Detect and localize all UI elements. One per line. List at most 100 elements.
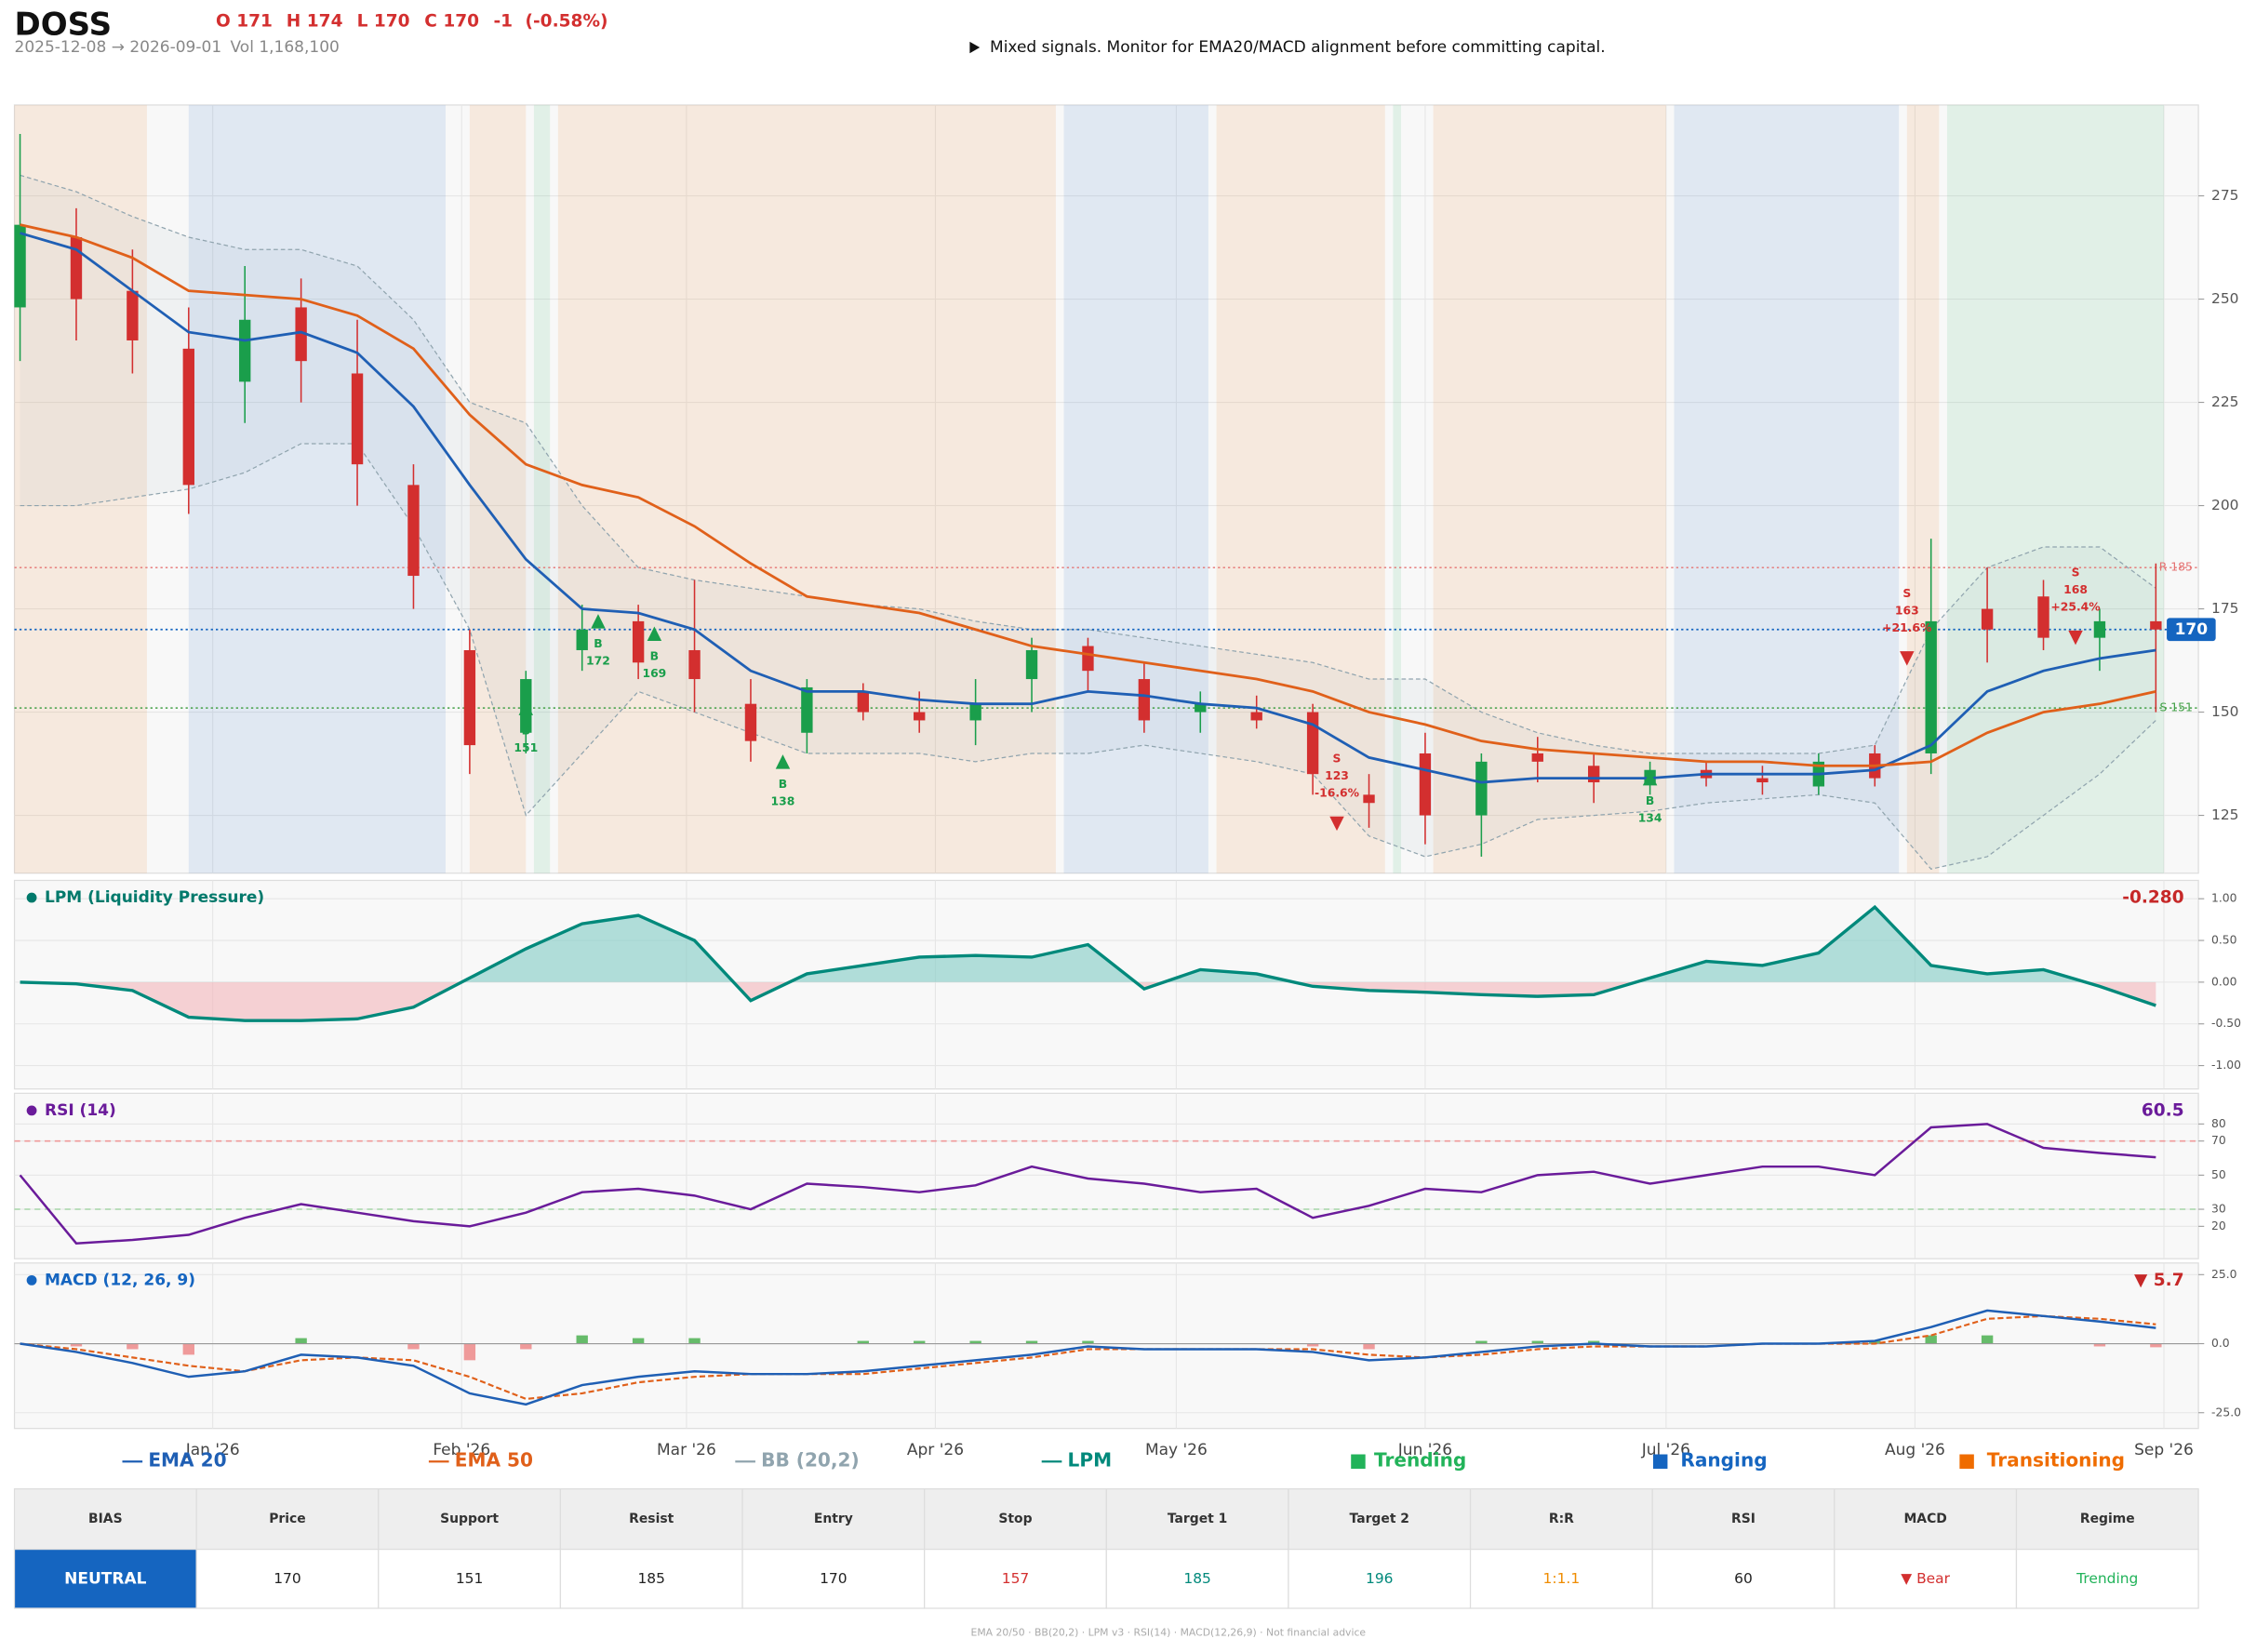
- candle-body: [1306, 712, 1319, 775]
- macd-histogram-bar: [1025, 1340, 1038, 1344]
- table-cell: [2015, 1548, 2199, 1609]
- candle-body: [295, 307, 307, 362]
- macd-histogram-bar: [1869, 1340, 1881, 1344]
- panel-title: MACD (12, 26, 9): [45, 1271, 195, 1289]
- table-header-cell: [1834, 1488, 2018, 1551]
- candle-body: [351, 373, 364, 465]
- lpm-line: [20, 904, 2156, 1022]
- table-header-cell: [195, 1488, 380, 1551]
- y-tick-label: 20: [2211, 1219, 2226, 1232]
- table-cell: [195, 1548, 380, 1609]
- candle-body: [1195, 703, 1207, 713]
- candle-body: [407, 485, 420, 577]
- ema-line: [20, 223, 2156, 767]
- table-value: 60: [1734, 1570, 1753, 1587]
- macd-histogram-bar: [520, 1343, 532, 1350]
- table-cell: [559, 1548, 743, 1609]
- signal-price: 138: [771, 795, 795, 808]
- bollinger-upper: [20, 174, 2156, 754]
- ohlc-value: C 170: [424, 12, 479, 32]
- signal-side: B: [650, 649, 659, 662]
- buy-marker: [518, 700, 534, 715]
- legend-label: Ranging: [1680, 1449, 1767, 1472]
- ticker: DOSS: [15, 6, 113, 43]
- signal-price: 168: [2063, 583, 2088, 596]
- table-header: Target 1: [1168, 1512, 1228, 1526]
- regime-band: [1216, 104, 1385, 873]
- x-tick-label: May '26: [1145, 1441, 1208, 1459]
- panel-background: [13, 104, 2199, 874]
- macd-histogram-bar: [127, 1343, 139, 1350]
- panel-title: RSI (14): [45, 1101, 116, 1120]
- table-cell: [1651, 1548, 1836, 1609]
- signal-pct: +21.6%: [1882, 621, 1931, 634]
- legend-label: EMA 50: [455, 1449, 533, 1472]
- y-tick-label: 0.00: [2211, 975, 2237, 988]
- ohlc-value: L 170: [357, 12, 410, 32]
- legend-label: BB (20,2): [761, 1449, 860, 1472]
- regime-band: [469, 104, 527, 873]
- candle-body: [576, 629, 588, 650]
- signal-side: S: [1902, 587, 1911, 600]
- panel-last-value: 60.5: [2142, 1100, 2184, 1120]
- panel-dot: [26, 1274, 37, 1286]
- candle-body: [1250, 712, 1262, 721]
- ohlc-value: H 174: [287, 12, 343, 32]
- candle-body: [2037, 596, 2049, 638]
- table-value: 185: [637, 1570, 665, 1587]
- table-header-cell: [1651, 1488, 1836, 1551]
- table-cell: [378, 1548, 562, 1609]
- x-tick-label: Jun '26: [1397, 1441, 1452, 1459]
- table-header-cell: [1105, 1488, 1289, 1551]
- table-header: Support: [440, 1512, 499, 1526]
- table-value: 170: [274, 1570, 301, 1587]
- macd-histogram-bar: [407, 1343, 420, 1350]
- level-label: S 151: [2160, 701, 2193, 714]
- panel-last-value: -0.280: [2122, 888, 2183, 908]
- macd-histogram-bar: [1475, 1340, 1488, 1344]
- table-header: MACD: [1903, 1512, 1946, 1526]
- buy-marker: [591, 614, 606, 629]
- macd-histogram-bar: [463, 1343, 476, 1361]
- legend-swatch: [1959, 1454, 1974, 1469]
- macd-histogram-bar: [70, 1343, 83, 1347]
- table-value: Trending: [2076, 1570, 2138, 1587]
- candle-body: [1475, 761, 1488, 816]
- macd-histogram-bar: [1981, 1335, 1994, 1344]
- y-tick-label: 1.00: [2211, 892, 2237, 905]
- table-header: Entry: [814, 1512, 853, 1526]
- ohlc-value: -1: [493, 12, 513, 32]
- lpm-area-negative: [20, 981, 2156, 1021]
- y-tick-label: 150: [2211, 703, 2239, 720]
- panel-title: LPM (Liquidity Pressure): [45, 888, 264, 907]
- macd-histogram-bar: [1925, 1335, 1937, 1344]
- y-tick-label: -1.00: [2211, 1059, 2241, 1072]
- candle-body: [2150, 620, 2162, 630]
- regime-band: [1393, 104, 1402, 873]
- macd-histogram-bar: [1588, 1340, 1600, 1344]
- last-price-label: 170: [2175, 620, 2209, 639]
- candle-body: [969, 703, 981, 721]
- macd-histogram-bar: [295, 1338, 307, 1344]
- table-cell: [1288, 1548, 1472, 1609]
- legend-label: EMA 20: [148, 1449, 226, 1472]
- y-tick-label: 200: [2211, 497, 2239, 513]
- regime-band: [533, 104, 551, 873]
- signal-price: 151: [514, 741, 538, 754]
- macd-histogram-bar: [1082, 1340, 1094, 1344]
- macd-histogram-bar: [1306, 1343, 1319, 1347]
- table-header: Regime: [2080, 1512, 2135, 1526]
- ema-line: [20, 232, 2156, 784]
- signal-side: B: [594, 637, 602, 650]
- x-tick-label: Aug '26: [1885, 1441, 1945, 1459]
- candle-body: [182, 348, 194, 486]
- candle-body: [1981, 608, 1994, 630]
- signal-side: B: [779, 778, 787, 791]
- signal-pct: -16.6%: [1315, 786, 1359, 799]
- panel-background: [13, 1262, 2199, 1430]
- y-tick-label: 125: [2211, 806, 2239, 823]
- x-tick-label: Sep '26: [2134, 1441, 2194, 1459]
- buy-marker: [1642, 770, 1658, 786]
